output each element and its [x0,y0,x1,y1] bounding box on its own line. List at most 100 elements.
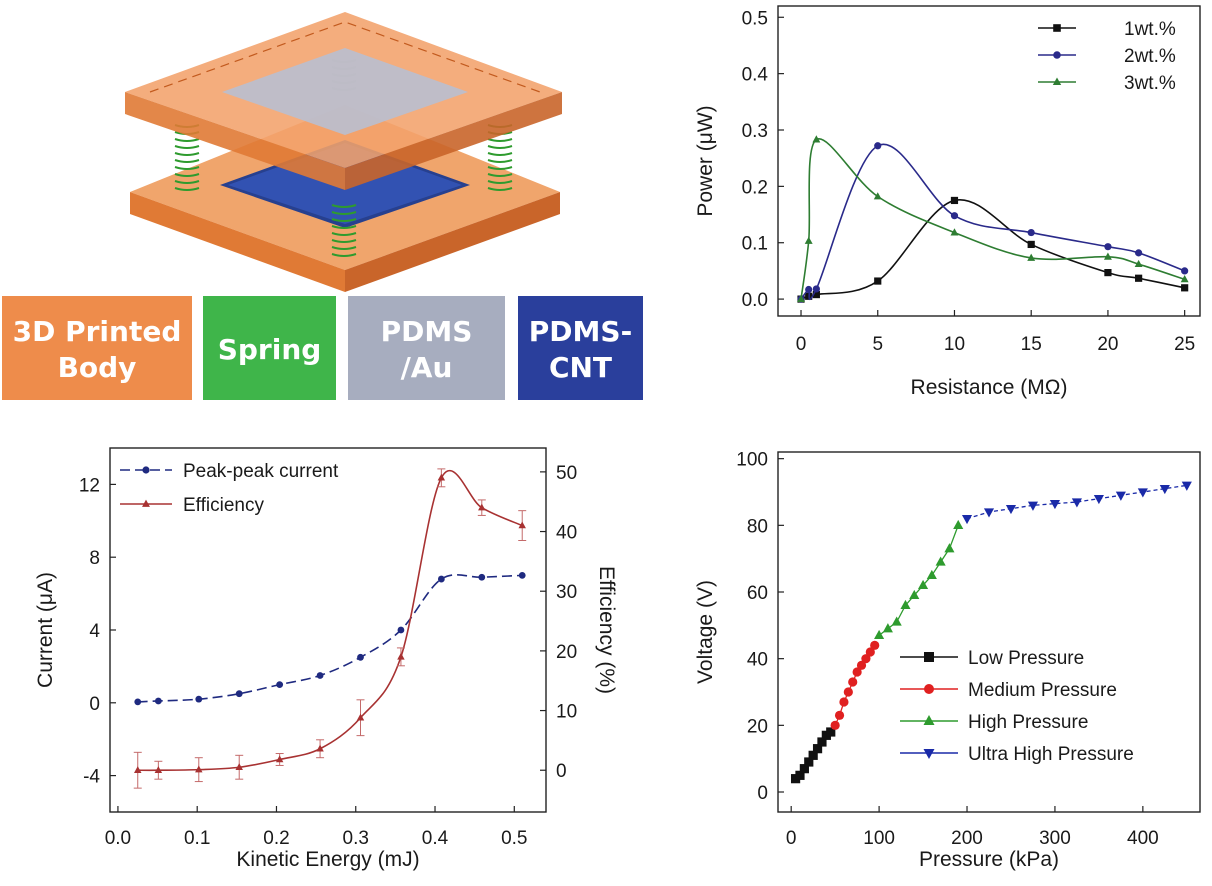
data-point [1027,240,1035,249]
legend-marker [924,684,934,694]
y-tick-label: 40 [747,650,768,671]
y-tick-label: 0.1 [742,234,768,255]
y2-tick-label: 30 [556,582,577,603]
legend-label: Peak-peak current [183,461,339,482]
y-tick-label: 0.2 [742,177,768,198]
data-point [1049,499,1060,510]
data-point [953,519,964,530]
y-axis-label: Current (μA) [34,572,57,688]
device-schematic-illustration [125,12,562,292]
data-point [1180,275,1189,283]
data-point [518,572,526,579]
data-point [154,697,162,705]
data-point [805,285,813,294]
legend-marker [142,499,150,507]
y-tick-label: 60 [747,583,768,604]
legend-label: Ultra High Pressure [968,744,1134,765]
data-point [1181,481,1192,491]
x-tick-label: 0 [786,828,797,849]
data-point [1104,243,1112,251]
data-point [276,681,284,688]
legend-box-3 [518,296,643,400]
data-point [839,697,849,707]
data-point [830,720,840,730]
data-point [1181,284,1189,292]
data-point [795,770,805,780]
data-point [918,579,929,590]
data-point [874,142,882,150]
y2-tick-label: 40 [556,523,577,544]
series-line-0 [137,573,523,703]
legend-marker [1053,51,1061,59]
y-tick-label: 12 [79,475,100,496]
legend-box-label: 3D Printed [13,315,182,348]
y-tick-label: 0.4 [742,65,769,86]
plot-frame [777,451,1201,813]
legend-label: 3wt.% [1124,73,1176,94]
data-point [275,755,284,763]
legend-box-0 [2,296,192,400]
power-vs-resistance-chart: 0 5 10 15 20 25 0.0 0.1 0.2 0.3 0.4 0.5 Resistance (… [694,5,1201,399]
data-point [909,589,920,600]
x-axis-label: Pressure (kPa) [919,848,1059,871]
data-point [154,766,163,773]
y-tick-label: 8 [89,548,100,569]
data-point [891,616,902,626]
legend-label: 2wt.% [1124,46,1176,67]
data-point [356,713,365,721]
legend-marker [923,749,935,759]
x-axis-label: Kinetic Energy (mJ) [236,848,419,871]
data-point [1181,267,1189,275]
data-point [874,277,882,285]
x-tick-label: 20 [1097,334,1118,355]
y2-tick-label: 0 [556,761,567,782]
x-tick-label: 300 [1039,828,1071,849]
plot-frame [777,5,1201,317]
data-point [1027,253,1036,261]
y-tick-label: 100 [736,450,768,471]
data-point [797,294,805,302]
data-point [1071,498,1082,508]
legend-box-2 [348,296,505,400]
legend-box-1 [203,296,336,400]
x-tick-label: 0.5 [501,828,527,849]
data-point [804,757,814,767]
data-point [478,503,486,511]
series-line-3 [966,484,1187,520]
data-point [817,737,827,747]
data-point [357,653,364,661]
data-point [1093,494,1104,505]
legend-marker [142,466,150,474]
data-point [843,687,853,697]
y2-axis-label: Efficiency (%) [595,566,618,694]
data-point [1115,491,1126,501]
data-point [235,690,243,698]
x-tick-label: 0.4 [422,828,449,849]
legend-label: High Pressure [968,712,1088,733]
legend-marker [924,652,934,662]
x-axis-label: Resistance (MΩ) [911,376,1068,399]
data-point [926,569,937,580]
data-point [437,575,445,583]
y2-tick-label: 20 [556,642,577,663]
data-point [804,236,813,244]
data-point [1027,228,1035,237]
data-point [812,285,820,293]
data-point [1135,274,1143,282]
y-tick-label: 0 [89,694,100,715]
upper-plate [125,12,562,190]
data-point [518,521,526,529]
legend-box-label: PDMS- [529,315,632,348]
data-point [397,626,405,634]
series-line-1 [137,469,523,772]
x-tick-label: 10 [944,334,965,355]
legend-label: Medium Pressure [968,680,1117,701]
y-tick-label: 80 [747,516,768,537]
y-tick-label: 20 [747,716,768,737]
data-point [1137,488,1148,498]
x-tick-label: 400 [1127,828,1159,849]
data-point [316,672,324,679]
data-point [944,543,955,553]
